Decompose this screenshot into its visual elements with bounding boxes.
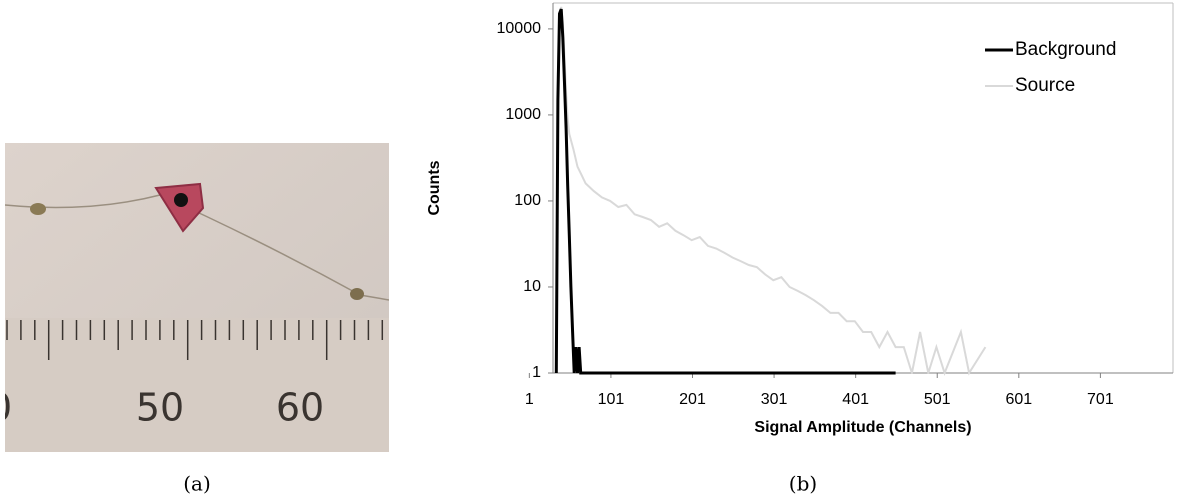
legend-label: Source — [1015, 75, 1075, 96]
chart: 1 10 100 1000 10000 1 101 201 301 401 501 601 701 Sig… — [426, 2, 1174, 436]
panel-label: (a) — [183, 472, 211, 496]
y-tick-label: 100 — [514, 192, 541, 209]
source-dot — [174, 193, 188, 207]
x-tick-label: 1 — [525, 391, 534, 408]
x-tick-label: 701 — [1087, 391, 1114, 408]
series-line — [555, 6, 987, 376]
x-tick-label: 201 — [679, 391, 706, 408]
knot — [350, 288, 364, 300]
x-tick-label: 401 — [842, 391, 869, 408]
photo: 0 50 60 — [0, 143, 389, 452]
legend-label: Background — [1015, 39, 1116, 60]
x-tick-label: 501 — [924, 391, 951, 408]
panel-label: (b) — [789, 472, 817, 496]
ruler-ticks — [6, 320, 384, 360]
y-tick-label: 1000 — [505, 106, 541, 123]
ruler-label: 0 — [0, 386, 12, 430]
source-chip — [154, 182, 205, 233]
x-tick-label: 101 — [598, 391, 625, 408]
series-line — [554, 8, 896, 375]
ruler — [5, 318, 389, 452]
y-tick-label: 1 — [532, 364, 541, 381]
x-tick-label: 601 — [1005, 391, 1032, 408]
ruler-label: 50 — [136, 386, 184, 430]
y-tick-label: 10000 — [497, 20, 542, 37]
ruler-label: 60 — [276, 386, 324, 430]
x-tick-label: 301 — [761, 391, 788, 408]
y-axis-title: Counts — [426, 160, 443, 215]
y-tick-label: 10 — [523, 278, 541, 295]
knot — [30, 203, 46, 215]
x-axis-title: Signal Amplitude (Channels) — [754, 419, 971, 436]
